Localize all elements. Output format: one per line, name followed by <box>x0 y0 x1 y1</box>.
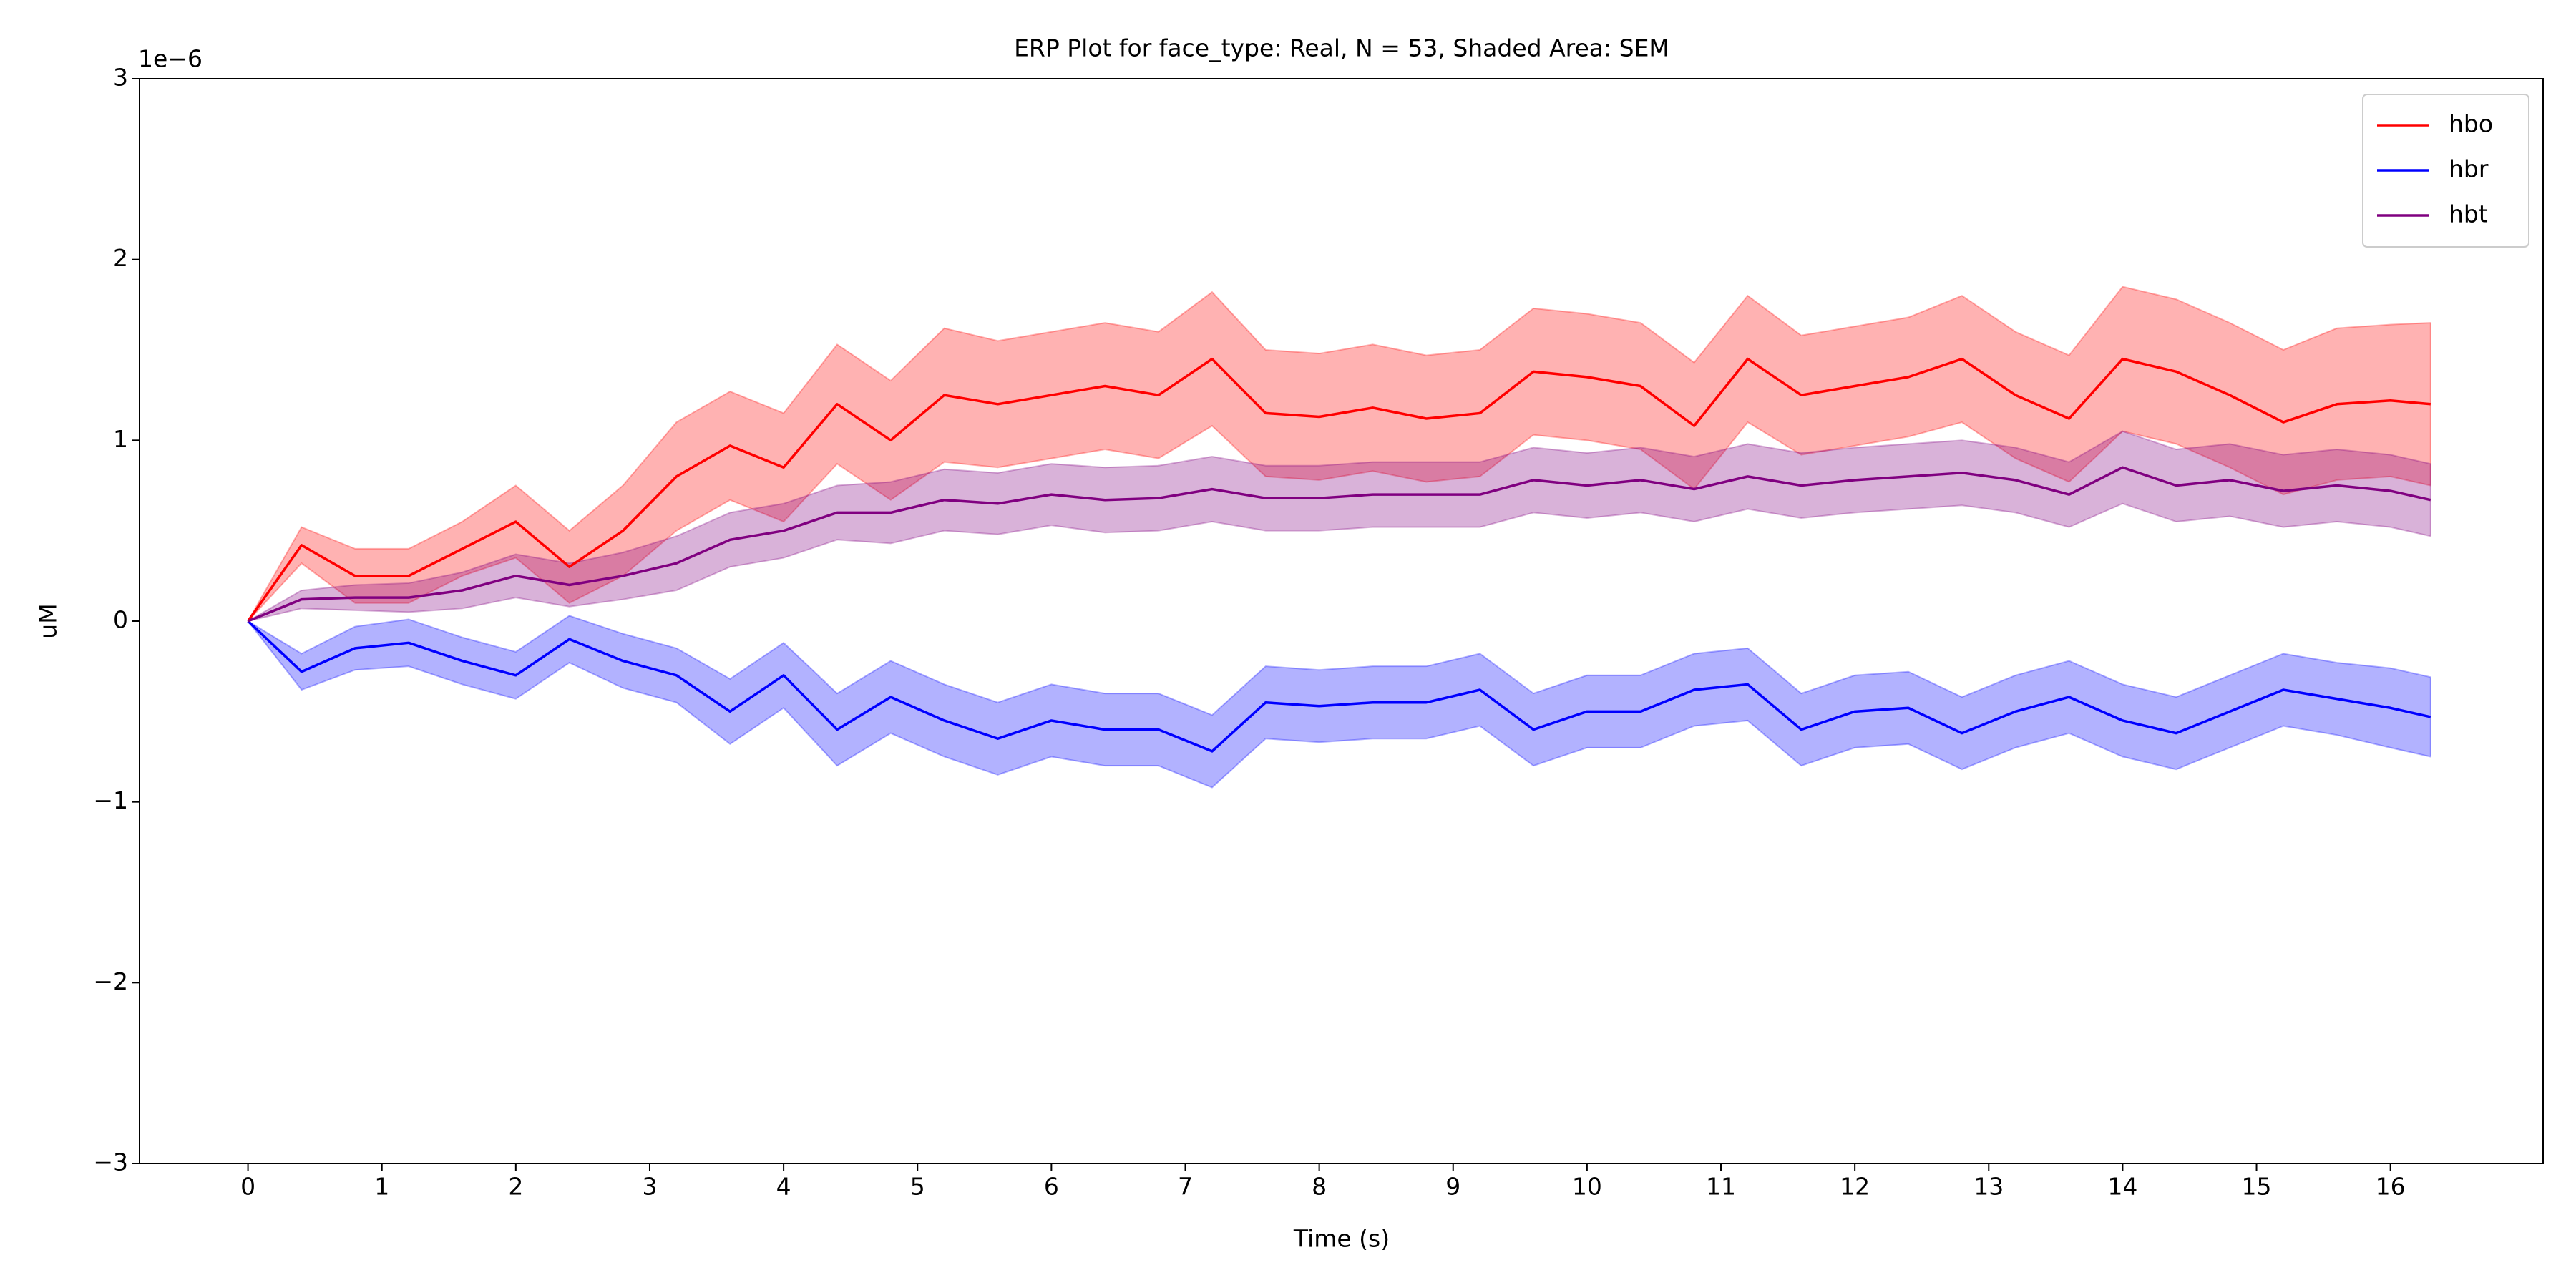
x-tick-label: 14 <box>2107 1173 2137 1201</box>
x-tick-label: 15 <box>2242 1173 2272 1201</box>
chart-title: ERP Plot for face_type: Real, N = 53, Sh… <box>1014 34 1669 62</box>
series-line <box>247 357 2431 623</box>
y-tick-label: 0 <box>113 606 128 634</box>
legend-label: hbt <box>2449 200 2488 228</box>
x-tick-label: 1 <box>374 1173 389 1201</box>
y-tick-label: 3 <box>113 64 128 92</box>
x-tick-label: 8 <box>1312 1173 1327 1201</box>
x-tick-label: 10 <box>1572 1173 1602 1201</box>
y-tick-label: 2 <box>113 244 128 272</box>
y-tick-label: −3 <box>93 1148 128 1176</box>
series-line <box>247 466 2431 623</box>
x-axis-label: Time (s) <box>1293 1225 1390 1253</box>
x-tick-label: 2 <box>508 1173 523 1201</box>
x-tick-label: 5 <box>910 1173 925 1201</box>
x-tick-label: 0 <box>240 1173 255 1201</box>
x-tick-label: 6 <box>1044 1173 1059 1201</box>
plot-frame <box>139 78 2544 1164</box>
x-tick-label: 13 <box>1974 1173 2004 1201</box>
x-tick-label: 7 <box>1178 1173 1193 1201</box>
x-tick-label: 12 <box>1840 1173 1870 1201</box>
legend-label: hbo <box>2449 110 2493 138</box>
legend-label: hbr <box>2449 155 2489 183</box>
legend-box <box>2362 94 2529 248</box>
y-tick-label: −1 <box>93 786 128 814</box>
x-tick-label: 16 <box>2376 1173 2406 1201</box>
x-tick-label: 11 <box>1706 1173 1736 1201</box>
y-tick-label: −2 <box>93 967 128 995</box>
x-tick-label: 3 <box>642 1173 657 1201</box>
y-axis-label: uM <box>34 603 62 638</box>
series-line <box>247 620 2431 753</box>
y-tick-label: 1 <box>113 425 128 453</box>
y-offset-label: 1e−6 <box>138 45 203 73</box>
x-tick-label: 4 <box>776 1173 791 1201</box>
x-tick-label: 9 <box>1445 1173 1460 1201</box>
